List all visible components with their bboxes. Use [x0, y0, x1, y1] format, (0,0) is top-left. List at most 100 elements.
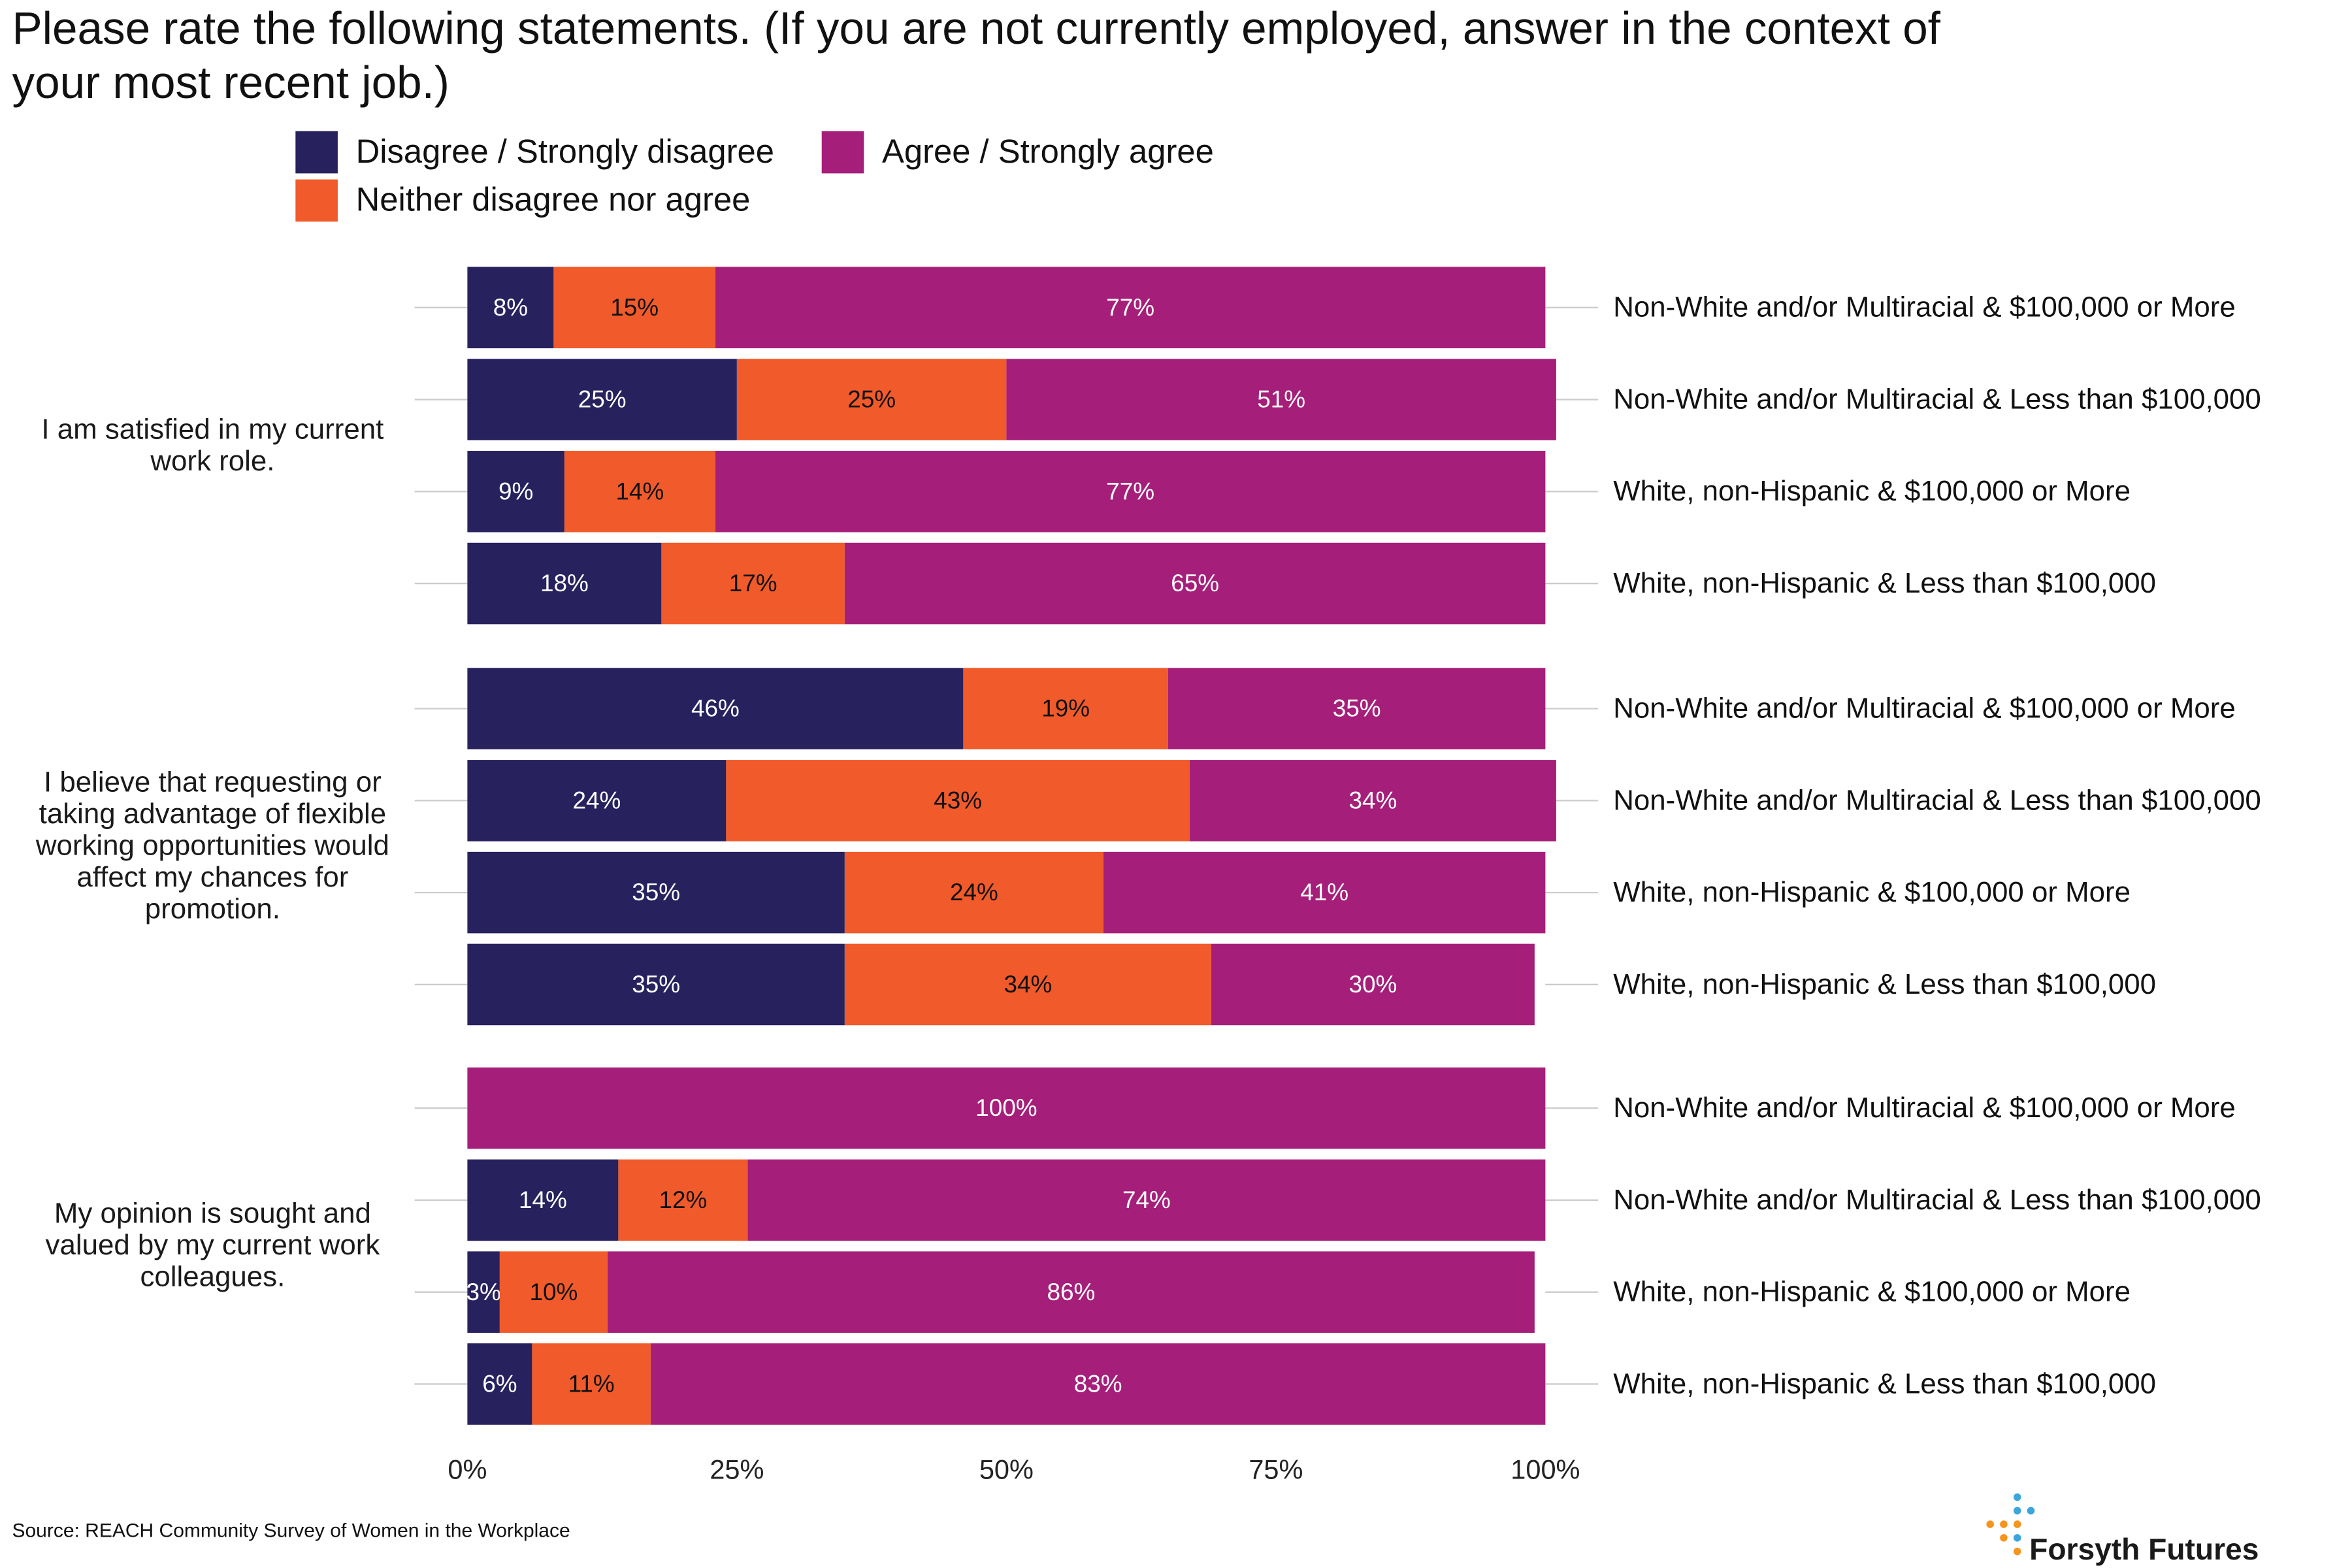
bar-segment [467, 359, 737, 440]
bar-segment [661, 542, 845, 625]
legend-label: Neither disagree nor agree [356, 181, 751, 218]
x-tick-label: 75% [1249, 1454, 1303, 1484]
legend-swatch [295, 131, 338, 174]
bar-segment [467, 943, 845, 1026]
logo-dot [2027, 1507, 2035, 1515]
title-box: Please rate the following statements. (I… [12, 4, 1941, 109]
value-label: 15% [610, 294, 659, 321]
value-label: 35% [1333, 695, 1381, 722]
bar-segment [467, 1067, 1546, 1149]
bar-segment [467, 1159, 619, 1241]
bar-segment [467, 1251, 500, 1333]
category-label: White, non-Hispanic & $100,000 or More [1613, 475, 2131, 507]
bar-segment [1189, 760, 1556, 841]
source-note: Source: REACH Community Survey of Women … [12, 1520, 570, 1542]
value-label: 100% [975, 1094, 1037, 1121]
x-tick-label: 25% [710, 1454, 764, 1484]
bar-segment [564, 451, 715, 532]
value-label: 34% [1348, 787, 1397, 813]
bar-segment [1168, 668, 1546, 749]
bar-segment [650, 1343, 1546, 1425]
logo-dot [2000, 1520, 2008, 1528]
x-tick-label: 100% [1511, 1454, 1580, 1484]
value-label: 35% [632, 971, 680, 998]
value-label: 19% [1041, 695, 1090, 722]
value-label: 34% [1004, 971, 1052, 998]
bar-segment [715, 451, 1546, 532]
value-label: 41% [1300, 879, 1348, 906]
bar-segment [467, 542, 662, 625]
legend-swatch [295, 179, 338, 222]
value-label: 43% [934, 787, 982, 813]
value-label: 51% [1257, 386, 1305, 413]
bar-segment [747, 1159, 1546, 1241]
group-label-box: I am satisfied in my current work role. [41, 414, 384, 478]
value-label: 14% [615, 478, 664, 504]
category-label: White, non-Hispanic & $100,000 or More [1613, 876, 2131, 908]
value-label: 86% [1047, 1279, 1095, 1305]
value-label: 77% [1106, 478, 1154, 504]
group-label-box: I believe that requesting or taking adva… [35, 767, 389, 926]
legend-label: Disagree / Strongly disagree [356, 133, 774, 170]
bar-segment [467, 451, 564, 532]
value-label: 8% [493, 294, 528, 321]
value-label: 18% [540, 570, 589, 596]
value-label: 17% [729, 570, 777, 596]
value-label: 25% [847, 386, 896, 413]
category-label: Non-White and/or Multiracial & $100,000 … [1613, 291, 2236, 323]
bar-segment [715, 267, 1546, 349]
bar-segment [467, 668, 964, 749]
value-label: 10% [529, 1279, 578, 1305]
value-label: 9% [498, 478, 533, 504]
value-label: 11% [568, 1371, 615, 1397]
x-tick-label: 50% [979, 1454, 1034, 1484]
value-label: 3% [466, 1279, 500, 1305]
category-label: Non-White and/or Multiracial & $100,000 … [1613, 693, 2236, 725]
x-tick-label: 0% [448, 1454, 487, 1484]
bar-segment [467, 1343, 532, 1425]
value-label: 24% [572, 787, 621, 813]
value-label: 30% [1348, 971, 1397, 998]
category-label: White, non-Hispanic & Less than $100,000 [1613, 968, 2156, 1000]
logo-dot [2013, 1507, 2021, 1515]
group-label-box: My opinion is sought and valued by my cu… [46, 1199, 380, 1294]
group-label: I believe that requesting or taking adva… [35, 767, 389, 926]
bar-segment [467, 760, 727, 841]
category-label: Non-White and/or Multiracial & Less than… [1613, 1184, 2261, 1216]
bar-segment [726, 760, 1190, 841]
value-label: 74% [1122, 1186, 1171, 1213]
logo-dot [2000, 1534, 2008, 1542]
legend-label: Agree / Strongly agree [882, 133, 1214, 170]
value-label: 77% [1106, 294, 1154, 321]
legend-swatch [821, 131, 864, 174]
bar-segment [467, 851, 845, 934]
value-label: 46% [691, 695, 740, 722]
group-label: I am satisfied in my current work role. [41, 414, 384, 478]
logo-dot [2013, 1534, 2021, 1542]
bar-segment [532, 1343, 651, 1425]
value-label: 6% [482, 1371, 517, 1397]
value-label: 25% [578, 386, 627, 413]
value-label: 35% [632, 879, 680, 906]
category-label: White, non-Hispanic & $100,000 or More [1613, 1276, 2131, 1308]
bar-segment [736, 359, 1007, 440]
bar-segment [963, 668, 1168, 749]
bar-segment [607, 1251, 1535, 1333]
logo-dot [2013, 1520, 2021, 1528]
bar-segment [1006, 359, 1556, 440]
value-label: 12% [659, 1186, 707, 1213]
category-label: Non-White and/or Multiracial & $100,000 … [1613, 1092, 2236, 1124]
value-label: 24% [950, 879, 998, 906]
bar-segment [844, 851, 1103, 934]
category-label: Non-White and/or Multiracial & Less than… [1613, 383, 2261, 415]
logo-dot [2013, 1547, 2021, 1556]
chart-title: Please rate the following statements. (I… [12, 4, 1941, 109]
logo-text: Forsyth Futures [2029, 1532, 2259, 1566]
category-label: White, non-Hispanic & Less than $100,000 [1613, 567, 2156, 599]
logo-dot [1986, 1520, 1994, 1528]
logo-dot [2013, 1493, 2021, 1501]
bar-segment [499, 1251, 608, 1333]
value-label: 65% [1171, 570, 1219, 596]
